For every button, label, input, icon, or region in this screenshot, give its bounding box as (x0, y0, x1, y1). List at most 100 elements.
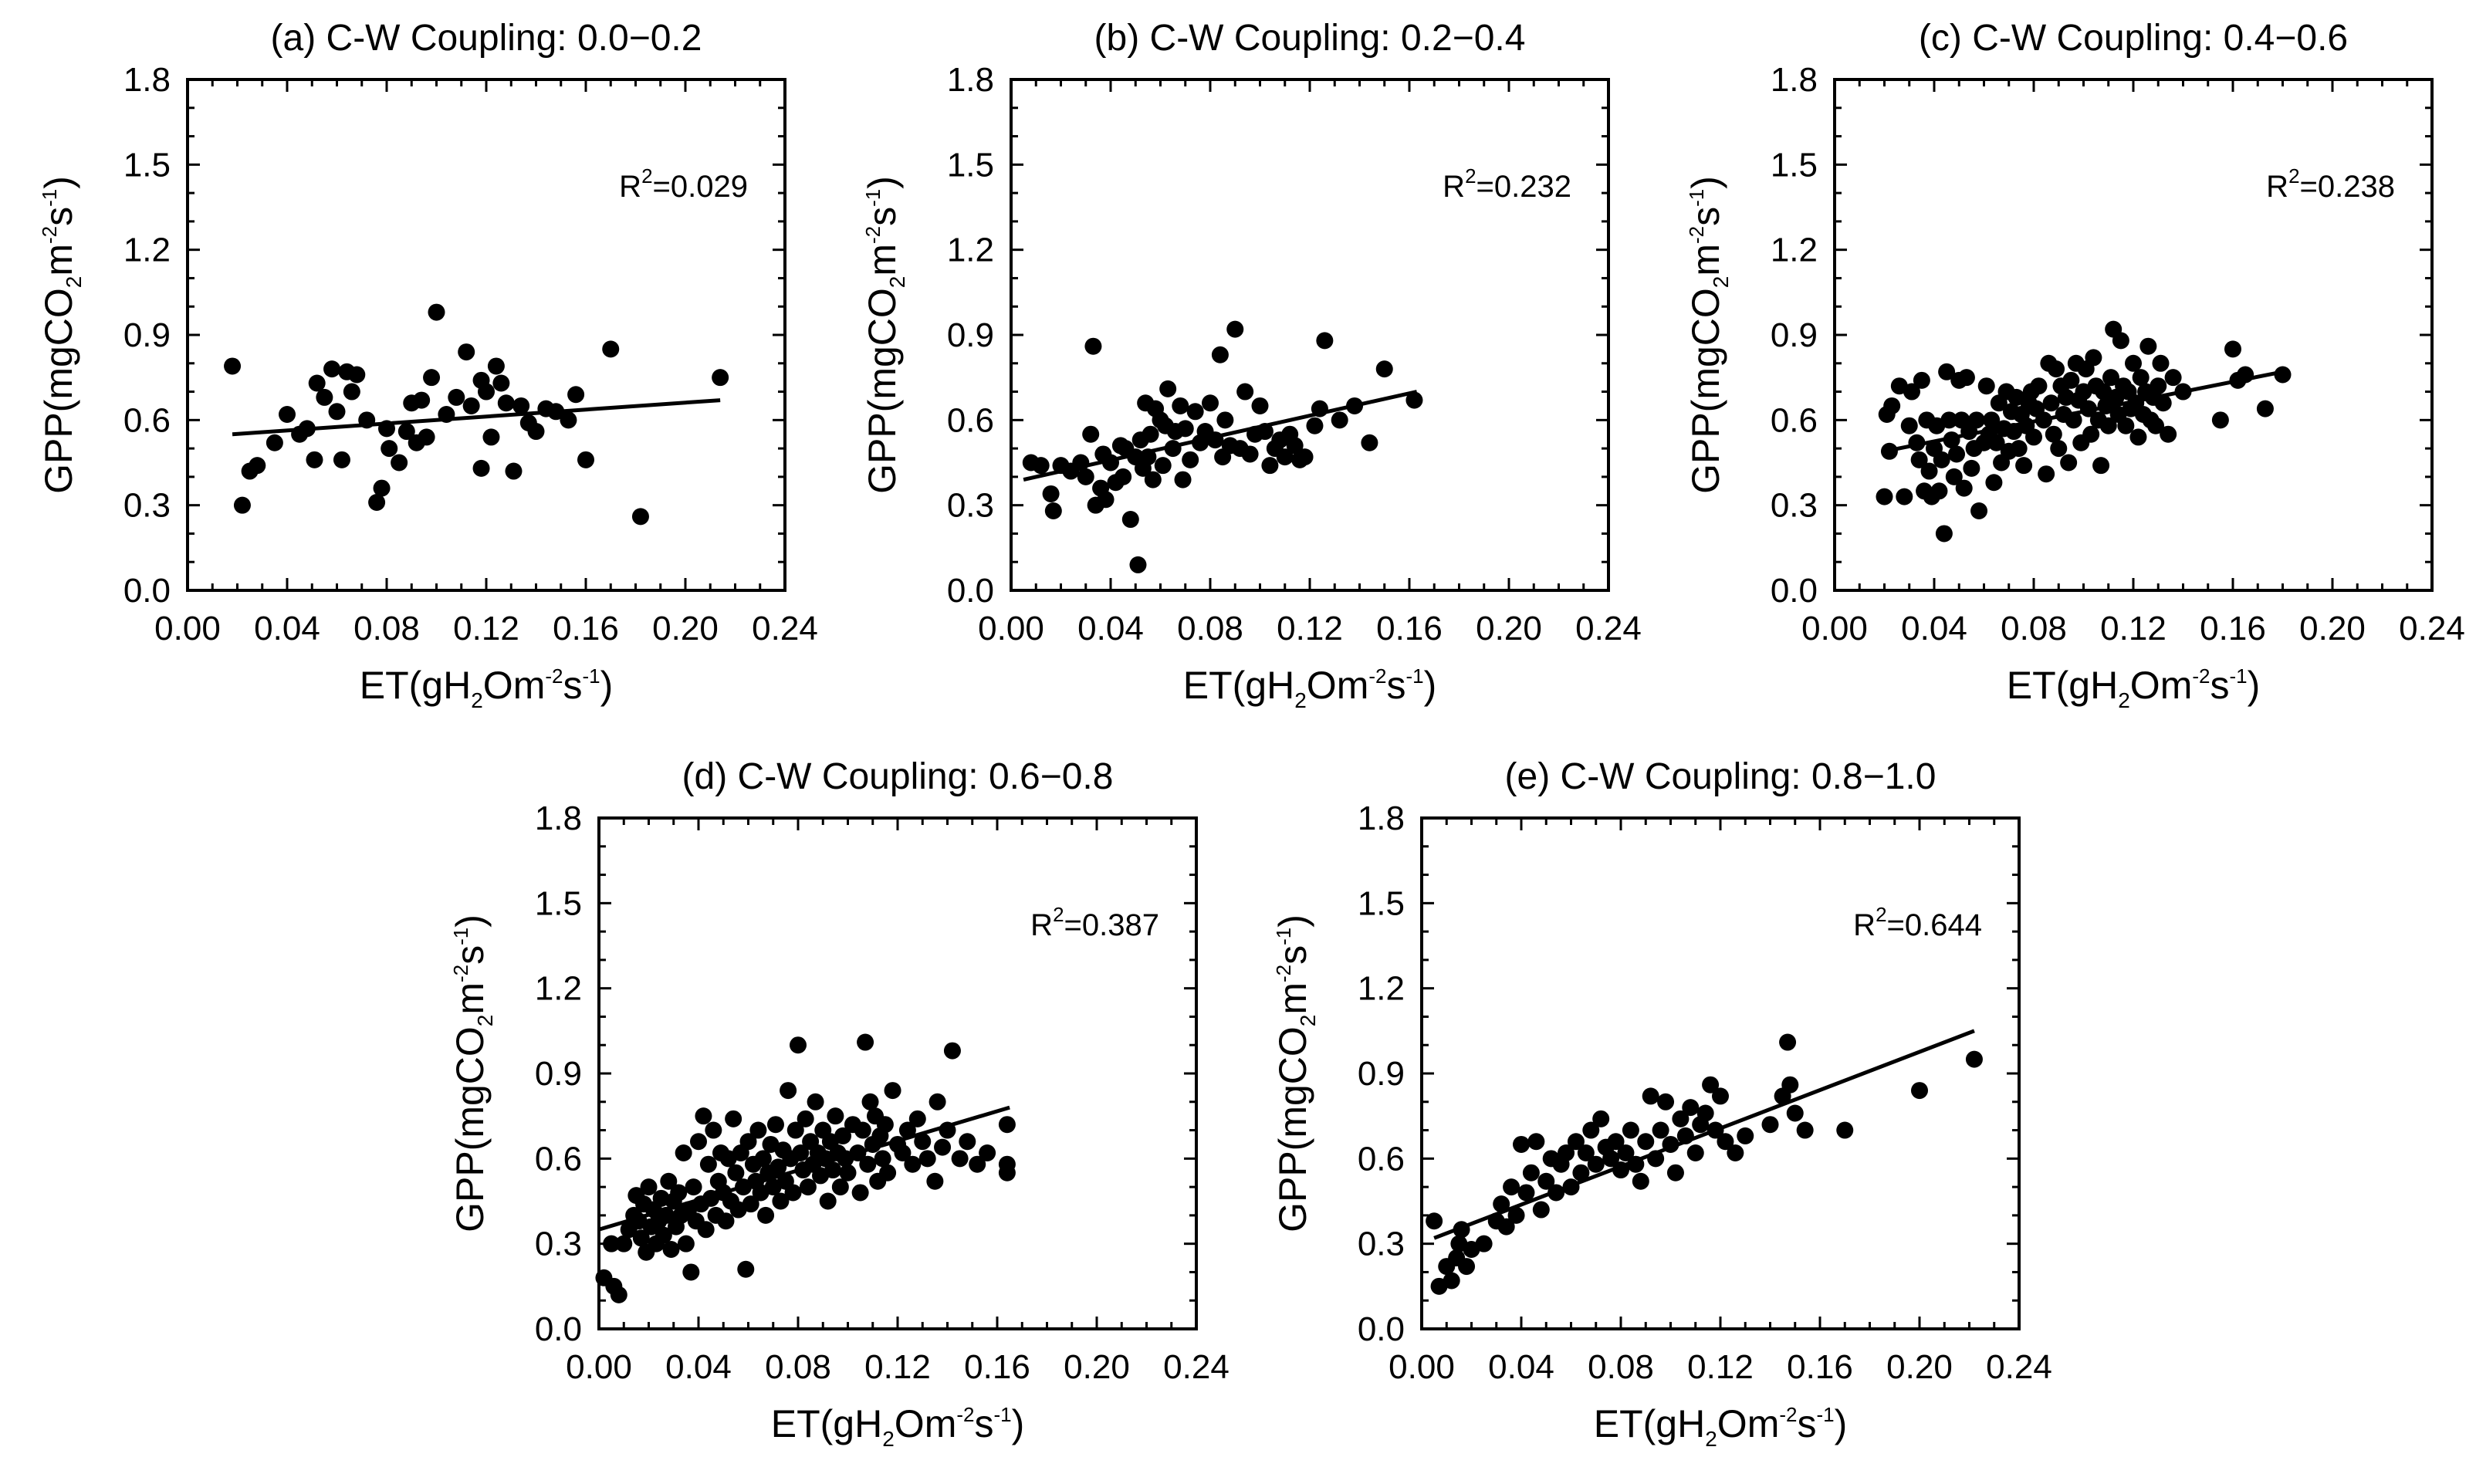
x-tick-label: 0.20 (652, 610, 719, 647)
data-point (1458, 1258, 1476, 1276)
data-point (1987, 434, 2005, 451)
y-tick-label: 0.3 (123, 487, 171, 525)
data-point (1115, 468, 1132, 485)
data-point (1786, 1104, 1804, 1122)
data-point (898, 1121, 916, 1139)
data-point (1517, 1184, 1535, 1202)
y-tick-label: 1.8 (123, 61, 171, 99)
data-point (824, 1161, 842, 1179)
data-point (1261, 457, 1279, 475)
y-tick-label: 0.0 (123, 572, 171, 610)
data-point (697, 1221, 715, 1239)
data-point (1176, 420, 1194, 438)
data-point (662, 1241, 680, 1259)
data-point (1727, 1144, 1744, 1161)
data-point (1903, 383, 1920, 401)
data-point (1241, 445, 1259, 463)
data-point (512, 397, 530, 414)
x-tick-label: 0.16 (964, 1348, 1030, 1386)
data-point (1796, 1121, 1814, 1139)
data-point (381, 440, 398, 458)
data-point (1940, 411, 1958, 429)
data-point (1296, 448, 1314, 466)
y-tick-label: 1.8 (1358, 799, 1405, 837)
data-point (943, 1042, 961, 1060)
data-point (448, 388, 465, 406)
data-point (1761, 1116, 1779, 1134)
data-point (786, 1121, 804, 1139)
r-squared-annotation: R2=0.387 (1030, 903, 1159, 942)
data-point (690, 1133, 707, 1151)
data-point (2147, 417, 2165, 434)
data-point (725, 1110, 742, 1127)
data-point (2050, 440, 2068, 458)
data-point (1042, 485, 1060, 502)
data-point (458, 343, 475, 361)
x-tick-label: 0.12 (453, 610, 519, 647)
y-tick-label: 1.8 (947, 61, 994, 99)
data-point (1607, 1133, 1625, 1151)
x-axis-label: ET(gH2Om-2s-1) (2007, 664, 2261, 712)
y-tick-label: 1.2 (1358, 970, 1405, 1008)
x-axis-label: ET(gH2Om-2s-1) (771, 1402, 1025, 1451)
data-point (2117, 417, 2135, 434)
chart-title: (d) C-W Coupling: 0.6−0.8 (682, 756, 1114, 797)
x-tick-label: 0.04 (1077, 610, 1144, 647)
data-point (323, 360, 341, 378)
data-point (1717, 1133, 1734, 1151)
data-point (2035, 411, 2052, 429)
data-point (428, 303, 445, 321)
data-point (2085, 349, 2102, 367)
data-point (1503, 1178, 1520, 1196)
data-point (2139, 337, 2157, 355)
data-point (1129, 556, 1147, 573)
data-point (1985, 474, 2003, 492)
data-point (2152, 354, 2170, 372)
y-tick-label: 0.3 (1771, 487, 1818, 525)
data-point (1582, 1121, 1600, 1139)
y-tick-label: 1.5 (1771, 146, 1818, 184)
data-point (749, 1121, 767, 1139)
data-point (1913, 371, 1930, 389)
y-tick-label: 1.2 (1771, 232, 1818, 269)
y-tick-label: 0.6 (535, 1140, 582, 1178)
data-point (1548, 1184, 1565, 1202)
data-point (884, 1082, 901, 1100)
y-tick-label: 0.0 (535, 1310, 582, 1348)
data-point (1642, 1087, 1659, 1105)
y-axis-label: GPP(mgCO2m-2s-1) (1684, 176, 1733, 494)
plot-frame (186, 78, 786, 592)
y-tick-label: 1.2 (947, 232, 994, 269)
data-point (1497, 1218, 1515, 1236)
x-tick-label: 0.08 (1588, 1348, 1654, 1386)
data-point (2174, 383, 2192, 401)
data-point (1781, 1076, 1799, 1094)
data-point (861, 1093, 879, 1110)
y-tick-label: 1.5 (1358, 884, 1405, 922)
data-point (754, 1150, 772, 1168)
x-tick-label: 0.08 (2001, 610, 2067, 647)
data-point (482, 428, 500, 446)
data-point (1933, 451, 1950, 468)
data-point (1572, 1164, 1590, 1181)
data-point (615, 1235, 633, 1252)
data-point (2256, 400, 2274, 417)
data-point (2015, 457, 2033, 475)
y-tick-label: 1.8 (1771, 61, 1818, 99)
data-point (1251, 397, 1269, 414)
data-point (874, 1150, 891, 1168)
data-point (705, 1121, 722, 1139)
data-point (660, 1172, 678, 1190)
data-point (328, 403, 346, 421)
data-point (397, 423, 415, 441)
data-point (1577, 1144, 1595, 1161)
data-point (1375, 360, 1393, 378)
data-point (908, 1110, 926, 1127)
y-tick-label: 0.6 (123, 401, 171, 439)
data-point (914, 1133, 932, 1151)
data-point (1983, 411, 2001, 429)
data-point (1883, 397, 1901, 414)
data-point (2224, 340, 2241, 358)
plot-frame (1833, 78, 2434, 592)
data-point (757, 1206, 775, 1224)
